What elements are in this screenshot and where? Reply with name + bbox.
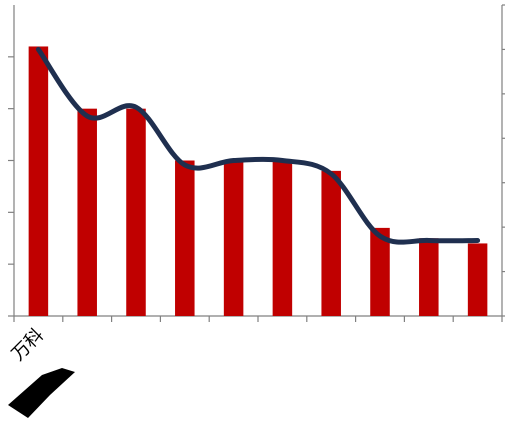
bar [28,46,49,316]
bar [370,227,390,316]
bar [223,160,244,316]
x-tick-label: 万科 [8,325,48,365]
bar [175,160,195,316]
bar [419,238,439,316]
decoration [8,368,75,418]
bar [467,243,488,316]
line [35,46,481,245]
bar [77,108,97,317]
bar [126,108,146,317]
bar [321,170,341,316]
bar [272,160,293,316]
